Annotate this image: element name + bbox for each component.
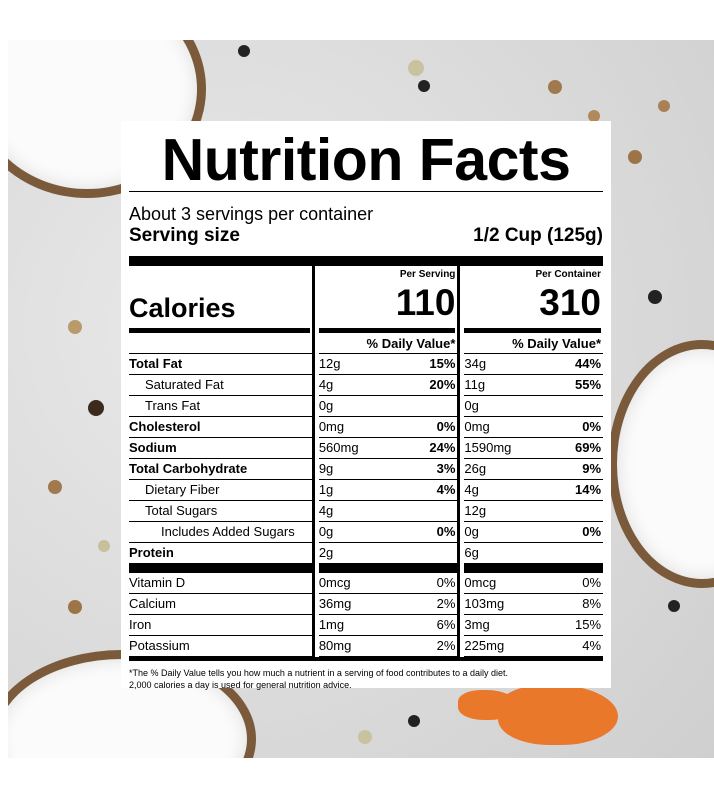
- mineral-row: 3mg 15%: [464, 615, 604, 636]
- nutrient-grid: Calories Total Fat Saturated Fat Trans F…: [129, 266, 604, 657]
- nutrient-row: 0mg 0%: [318, 417, 458, 438]
- mineral-name-row: Calcium: [129, 594, 312, 615]
- per-serving-label: Per Serving: [399, 269, 456, 280]
- calories-per-container: 310: [539, 282, 602, 323]
- serving-size-label: Serving size: [129, 225, 240, 246]
- seed: [48, 480, 62, 494]
- nutrient-name-row: Dietary Fiber: [129, 480, 312, 501]
- nutrient-row: 11g 55%: [464, 375, 604, 396]
- seed: [68, 320, 82, 334]
- nutrient-name-row: Includes Added Sugars: [129, 522, 312, 543]
- nutrient-row: 12g 15%: [318, 354, 458, 375]
- nutrient-row: 0g 0%: [318, 522, 458, 543]
- calories-header: Calories: [129, 266, 312, 328]
- mineral-name-row: Vitamin D: [129, 573, 312, 594]
- nutrient-row: 0g 0%: [464, 522, 604, 543]
- nutrient-name-row: Total Fat: [129, 354, 312, 375]
- nutrient-name-row: Protein: [129, 545, 174, 560]
- nutrient-row: 560mg 24%: [318, 438, 458, 459]
- divider: [318, 328, 456, 333]
- seed: [98, 540, 110, 552]
- seed: [358, 730, 372, 744]
- footnote-line: 2,000 calories a day is used for general…: [129, 680, 352, 690]
- divider-thick: [464, 563, 604, 573]
- seed: [88, 400, 104, 416]
- mineral-row: 0mcg 0%: [464, 573, 604, 594]
- dv-header-spacer: [129, 333, 312, 354]
- mineral-name-row: Potassium: [129, 636, 312, 657]
- seed: [648, 290, 662, 304]
- nutrient-name-row: Total Sugars: [129, 501, 312, 522]
- nutrient-row: 1590mg 69%: [464, 438, 604, 459]
- mineral-name-row: Iron: [129, 615, 312, 636]
- serving-size-row: Serving size 1/2 Cup (125g): [129, 224, 603, 248]
- calories-label: Calories: [129, 293, 236, 323]
- nutrient-row: 4g 20%: [318, 375, 458, 396]
- mineral-row: 103mg 8%: [464, 594, 604, 615]
- nutrient-names-column: Calories Total Fat Saturated Fat Trans F…: [129, 266, 312, 657]
- serving-size-value: 1/2 Cup (125g): [473, 225, 603, 246]
- nutrient-row: 26g 9%: [464, 459, 604, 480]
- servings-per-container: About 3 servings per container: [129, 204, 374, 224]
- nutrient-row: 2g: [318, 545, 334, 560]
- mineral-row: 225mg 4%: [464, 636, 604, 657]
- nutrient-row: 6g: [464, 545, 479, 560]
- mineral-row: 80mg 2%: [318, 636, 458, 657]
- per-container-label: Per Container: [535, 269, 602, 280]
- nutrient-row: 0g: [464, 396, 604, 417]
- seed: [588, 110, 600, 122]
- divider-thick: [318, 563, 458, 573]
- seed: [418, 80, 430, 92]
- nutrient-row: 34g 44%: [464, 354, 604, 375]
- nutrient-name-row: Trans Fat: [129, 396, 312, 417]
- nutrient-row: 9g 3%: [318, 459, 458, 480]
- label-title: Nutrition Facts: [161, 127, 571, 193]
- nutrient-row: 4g 14%: [464, 480, 604, 501]
- seed: [238, 45, 250, 57]
- nutrient-row: 0mg 0%: [464, 417, 604, 438]
- seed: [658, 100, 670, 112]
- nutrient-name-row: Total Carbohydrate: [129, 459, 312, 480]
- carrot-slice: [458, 690, 518, 720]
- nutrient-name-row: Sodium: [129, 438, 312, 459]
- divider-thick: [129, 563, 312, 573]
- per-container-column: Per Container 310 % Daily Value* 34g 44% …: [457, 266, 604, 657]
- calories-per-serving: 110: [395, 282, 456, 323]
- divider: [129, 191, 603, 192]
- nutrient-row: 4g: [318, 501, 458, 522]
- mineral-row: 0mcg 0%: [318, 573, 458, 594]
- seed: [408, 60, 424, 76]
- coconut-piece: [608, 340, 714, 588]
- dv-header: % Daily Value*: [318, 333, 458, 354]
- per-serving-column: Per Serving 110 % Daily Value* 12g 15% 4g…: [311, 266, 458, 657]
- divider-thick: [129, 256, 603, 266]
- seed: [548, 80, 562, 94]
- dv-header: % Daily Value*: [464, 333, 604, 354]
- per-container-header: Per Container 310: [464, 266, 603, 328]
- divider: [129, 328, 310, 333]
- footnote-line: *The % Daily Value tells you how much a …: [129, 668, 509, 678]
- seed: [628, 150, 642, 164]
- nutrient-row: 12g: [464, 501, 604, 522]
- carrot-slice: [498, 685, 618, 745]
- mineral-row: 1mg 6%: [318, 615, 458, 636]
- nutrient-name-row: Cholesterol: [129, 417, 312, 438]
- nutrient-row: 0g: [318, 396, 458, 417]
- nutrient-row: 1g 4%: [318, 480, 458, 501]
- footnote: *The % Daily Value tells you how much a …: [129, 667, 603, 691]
- nutrition-label: Nutrition Facts About 3 servings per con…: [121, 121, 611, 691]
- mineral-row: 36mg 2%: [318, 594, 458, 615]
- divider: [129, 657, 603, 661]
- divider: [464, 328, 602, 333]
- seed: [68, 600, 82, 614]
- nutrient-name-row: Saturated Fat: [129, 375, 312, 396]
- seed: [408, 715, 420, 727]
- seed: [668, 600, 680, 612]
- per-serving-header: Per Serving 110: [319, 266, 458, 328]
